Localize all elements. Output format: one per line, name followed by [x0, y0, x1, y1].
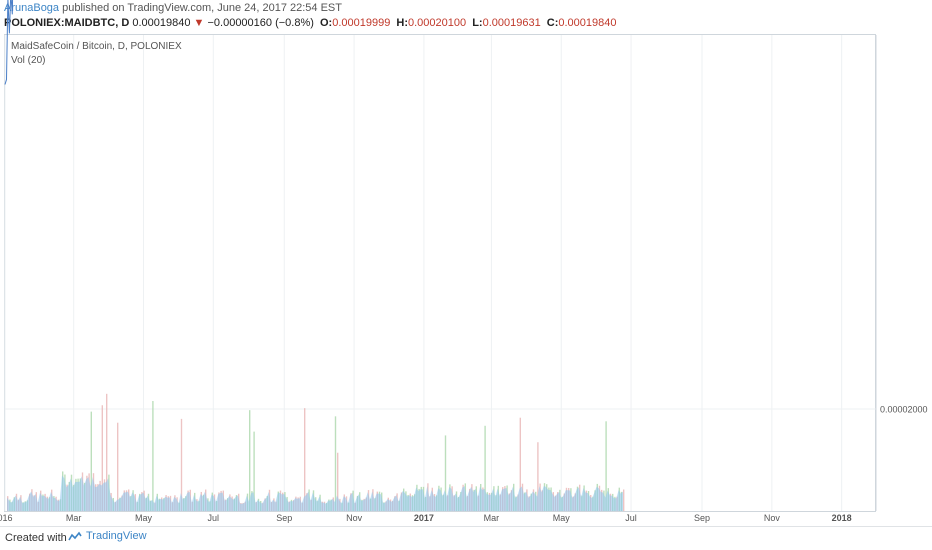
tradingview-cloud-icon: [68, 531, 82, 540]
tradingview-logo[interactable]: TradingView: [66, 530, 147, 542]
x-tick-label: 2018: [832, 513, 852, 523]
chart-legend: MaidSafeCoin / Bitcoin, D, POLONIEX Vol …: [11, 40, 182, 68]
created-with-text: Created with: [5, 532, 67, 544]
x-tick-label: 2017: [414, 513, 434, 523]
symbol-label: POLONIEX:MAIDBTC, D: [4, 17, 130, 29]
volume-bar: [101, 405, 103, 511]
ohlc-readout: POLONIEX:MAIDBTC, D 0.00019840 ▼ −0.0000…: [4, 17, 617, 29]
volume-bar: [253, 431, 255, 511]
x-tick-label: May: [553, 513, 571, 523]
legend-title: MaidSafeCoin / Bitcoin, D, POLONIEX: [11, 41, 182, 52]
x-tick-label: Sep: [276, 513, 292, 523]
x-tick-label: Jul: [625, 513, 637, 523]
volume-bar: [519, 417, 521, 511]
x-tick-label: Nov: [764, 513, 781, 523]
volume-bar: [117, 422, 119, 511]
high-value: 0.00020100: [408, 17, 467, 29]
open-value: 0.00019999: [332, 17, 391, 29]
x-tick-label: 016: [0, 513, 13, 523]
volume-bar: [106, 393, 108, 511]
volume-bars: [7, 393, 625, 511]
volume-bar: [304, 408, 306, 511]
volume-bar: [623, 489, 625, 511]
x-tick-label: Mar: [484, 513, 500, 523]
close-value: 0.00019840: [558, 17, 617, 29]
legend-volume: Vol (20): [11, 55, 46, 66]
volume-bar: [537, 442, 539, 511]
volume-bar: [444, 435, 447, 511]
chart-grid: [4, 35, 877, 511]
x-tick-label: Sep: [694, 513, 710, 523]
high-label: H:: [396, 17, 408, 29]
volume-bar: [249, 410, 251, 511]
open-label: O:: [319, 17, 333, 29]
down-arrow-icon: ▼: [193, 17, 205, 29]
volume-bar: [180, 418, 183, 511]
x-tick-label: Nov: [346, 513, 363, 523]
author-link[interactable]: ArunaBoga: [4, 2, 60, 14]
volume-bar: [484, 425, 486, 511]
x-tick-label: Jul: [208, 513, 220, 523]
tradingview-brand: TradingView: [86, 530, 147, 542]
volume-bar: [337, 452, 339, 511]
price-chart[interactable]: 0.000020000.000040000.000060000.00008000…: [0, 0, 932, 526]
last-price: 0.00019840: [132, 17, 191, 29]
price-change: −0.00000160 (−0.8%): [207, 17, 314, 29]
published-text: published on TradingView.com, June 24, 2…: [59, 2, 342, 14]
low-label: L:: [472, 17, 483, 29]
y-axis-labels: 0.000020000.000040000.000060000.00008000…: [880, 405, 928, 415]
x-axis-labels: 016 Mar May Jul Sep Nov 2017 Mar May Jul Sep Nov 201…: [0, 513, 852, 523]
chart-header: ArunaBoga published on TradingView.com, …: [0, 0, 932, 34]
close-label: C:: [546, 17, 559, 29]
y-tick-label: 0.00002000: [880, 405, 928, 415]
volume-bar: [605, 421, 607, 511]
volume-bar: [90, 411, 92, 511]
volume-bar: [334, 416, 337, 511]
x-tick-label: Mar: [66, 513, 82, 523]
volume-bar: [152, 401, 154, 511]
publish-info: ArunaBoga published on TradingView.com, …: [4, 2, 342, 14]
footer: Created with TradingView: [0, 526, 932, 550]
x-tick-label: May: [135, 513, 153, 523]
low-value: 0.00019631: [482, 17, 541, 29]
volume-ma-area: [7, 475, 623, 511]
